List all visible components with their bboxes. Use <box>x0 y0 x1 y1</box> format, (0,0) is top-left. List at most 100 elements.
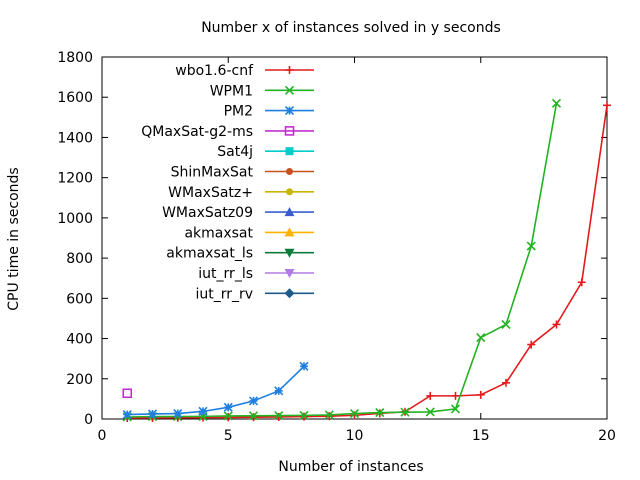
data-point <box>285 66 294 74</box>
y-tick-label: 600 <box>66 291 93 307</box>
data-point <box>223 411 233 421</box>
data-point <box>122 410 132 420</box>
legend-label: akmaxsat_ls <box>166 246 253 262</box>
data-point <box>526 241 536 251</box>
data-point <box>286 188 293 196</box>
data-point <box>248 396 259 406</box>
legend-label: WPM1 <box>210 83 253 99</box>
data-point <box>284 106 295 116</box>
data-point <box>285 147 294 156</box>
series-line <box>127 365 305 416</box>
legend-label: QMaxSat-g2-ms <box>141 124 253 140</box>
data-point <box>274 386 284 396</box>
plot-frame <box>101 56 608 420</box>
data-point <box>502 378 510 387</box>
legend-label: iut_rr_rv <box>195 286 253 302</box>
y-tick-label: 400 <box>66 332 93 348</box>
data-point <box>284 227 295 237</box>
y-axis-title: CPU time in seconds <box>6 167 22 310</box>
legend-label: PM2 <box>224 104 253 120</box>
data-point <box>603 101 611 110</box>
data-point <box>349 409 360 419</box>
series-pm2 <box>122 361 309 420</box>
data-point <box>299 410 309 420</box>
data-point <box>324 410 334 420</box>
data-point <box>375 407 385 418</box>
data-point <box>284 207 295 217</box>
legend-label: ShinMaxSat <box>171 165 254 181</box>
data-point <box>325 412 334 421</box>
legend-label: iut_rr_ls <box>198 266 253 282</box>
x-axis-title: Number of instances <box>278 459 423 475</box>
data-point <box>284 126 295 136</box>
data-point <box>249 413 258 422</box>
legend-label: wbo1.6-cnf <box>175 63 254 79</box>
y-tick-label: 1000 <box>57 211 93 227</box>
x-tick-label: 15 <box>472 428 490 444</box>
legend-label: WMaxSatz09 <box>162 205 253 221</box>
data-point <box>284 85 295 95</box>
data-point <box>501 319 511 330</box>
legend-entry: iut_rr_rv <box>195 286 314 302</box>
data-point <box>173 409 183 419</box>
y-tick-label: 1200 <box>57 171 93 187</box>
series-line <box>127 103 558 418</box>
data-point <box>426 391 435 400</box>
legend-entry: WMaxSatz09 <box>162 205 314 221</box>
data-point <box>451 391 460 400</box>
legend-entry: wbo1.6-cnf <box>175 63 314 79</box>
data-point <box>198 406 208 416</box>
x-tick-label: 5 <box>224 428 233 444</box>
legend-label: WMaxSatz+ <box>168 185 253 201</box>
legend: wbo1.6-cnf WPM1 PM2 QMaxSat-g2-ms Sat4j ShinM… <box>141 63 314 302</box>
data-point <box>248 411 259 421</box>
data-point <box>552 320 561 329</box>
data-point <box>450 404 461 414</box>
legend-entry: Sat4j <box>217 144 314 160</box>
data-point <box>224 413 233 422</box>
data-point <box>299 361 309 371</box>
data-point <box>284 288 295 299</box>
data-point <box>147 409 158 419</box>
axis-ticks: 0 5 10 15 2002004006008001000120014001600180… <box>57 50 616 444</box>
legend-entry: akmaxsat_ls <box>166 246 314 262</box>
series-qmaxsat-g2-ms <box>122 388 133 399</box>
y-tick-label: 0 <box>84 412 93 428</box>
chart-title: Number x of instances solved in y second… <box>201 20 501 36</box>
legend-entry: WMaxSatz+ <box>168 185 314 201</box>
data-point <box>284 269 295 278</box>
data-point <box>425 407 435 417</box>
y-tick-label: 1400 <box>57 130 93 146</box>
data-point <box>274 412 283 421</box>
data-point <box>527 340 536 349</box>
series-layer <box>122 98 611 422</box>
x-tick-label: 0 <box>98 428 107 444</box>
y-tick-label: 1600 <box>57 90 93 106</box>
data-point <box>476 332 486 343</box>
x-tick-label: 10 <box>346 428 364 444</box>
data-point <box>577 278 586 287</box>
y-tick-label: 200 <box>66 372 93 388</box>
data-point <box>286 168 293 175</box>
data-point <box>223 402 233 412</box>
legend-entry: PM2 <box>224 104 314 120</box>
y-tick-label: 1800 <box>57 50 93 66</box>
legend-entry: akmaxsat <box>184 225 314 241</box>
x-tick-label: 20 <box>598 428 616 444</box>
data-point <box>284 248 295 258</box>
legend-label: akmaxsat <box>184 225 253 241</box>
legend-entry: WPM1 <box>210 83 314 99</box>
data-point <box>274 411 284 421</box>
data-point <box>476 390 485 399</box>
y-tick-label: 800 <box>66 251 93 267</box>
legend-label: Sat4j <box>217 144 253 160</box>
legend-entry: QMaxSat-g2-ms <box>141 124 314 140</box>
data-point <box>122 388 133 399</box>
series-line <box>127 105 608 419</box>
data-point <box>551 98 562 108</box>
data-point <box>300 412 308 421</box>
data-point <box>400 407 410 417</box>
legend-entry: iut_rr_ls <box>198 266 314 282</box>
legend-entry: ShinMaxSat <box>171 165 314 181</box>
